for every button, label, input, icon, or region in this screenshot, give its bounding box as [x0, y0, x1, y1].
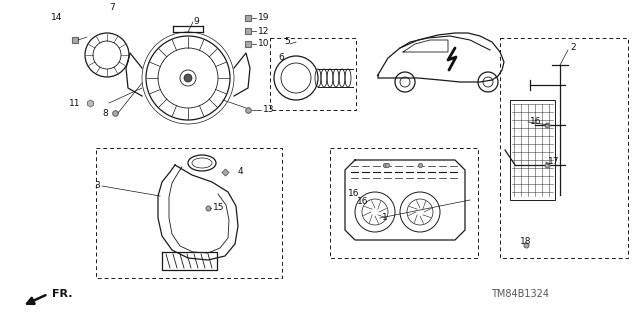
Text: 8: 8 [102, 108, 108, 117]
Text: 16: 16 [348, 189, 360, 197]
Text: 7: 7 [109, 4, 115, 12]
Text: FR.: FR. [52, 289, 72, 299]
Text: 17: 17 [548, 158, 559, 167]
Text: 19: 19 [258, 13, 269, 23]
Text: 14: 14 [51, 13, 62, 23]
Text: 6: 6 [278, 54, 284, 63]
Text: 3: 3 [94, 182, 100, 190]
Text: 15: 15 [213, 204, 225, 212]
Text: 4: 4 [238, 167, 244, 176]
Text: TM84B1324: TM84B1324 [491, 289, 549, 299]
Text: 2: 2 [570, 43, 575, 53]
Text: 11: 11 [68, 99, 80, 108]
Text: 5: 5 [284, 38, 290, 47]
Text: 10: 10 [258, 40, 269, 48]
Bar [510, 100, 555, 200]
Text: 16: 16 [530, 117, 541, 127]
Text: 18: 18 [520, 238, 531, 247]
Text: 13: 13 [263, 106, 275, 115]
Text: 12: 12 [258, 26, 269, 35]
Text: 1: 1 [382, 213, 388, 222]
Text: 9: 9 [193, 18, 199, 26]
Circle shape [184, 74, 192, 82]
Text: 16: 16 [357, 197, 369, 206]
